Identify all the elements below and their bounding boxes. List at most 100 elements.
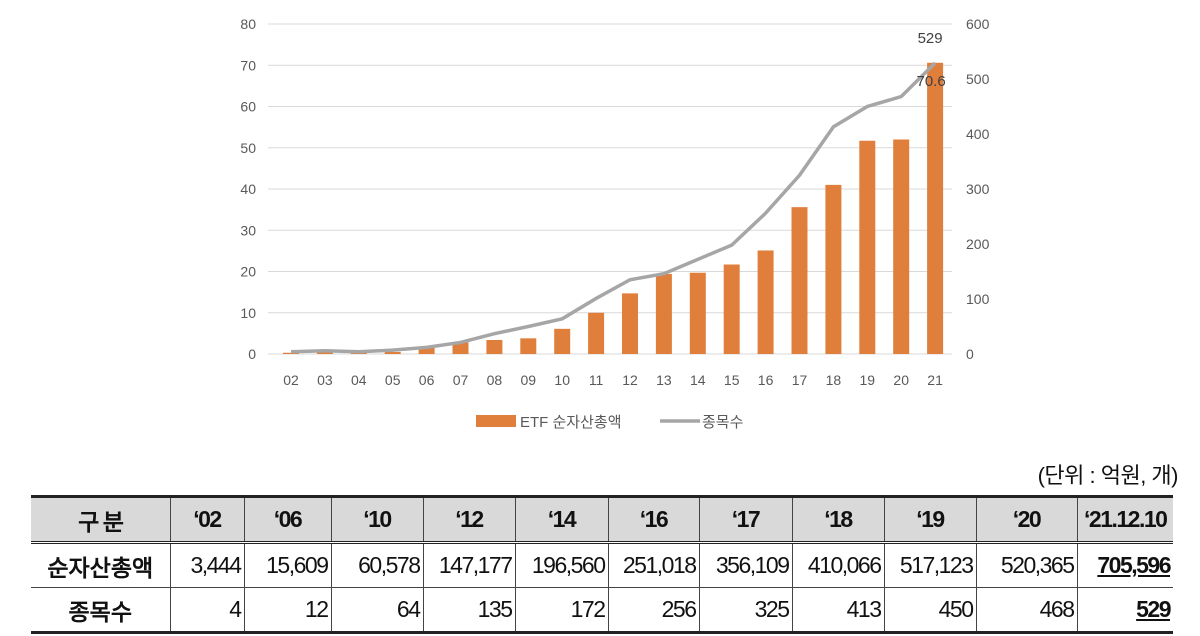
bar xyxy=(893,139,910,354)
x-tick: 16 xyxy=(758,372,774,388)
column-header: ‘18 xyxy=(791,496,885,544)
table-cell: 196,560 xyxy=(514,542,609,588)
y-right-tick: 100 xyxy=(966,291,990,307)
etf-table: 구 분 ‘02 ‘06 ‘10 ‘12 ‘14 ‘16 ‘17 ‘18 ‘19 ‘20 ‘21.12.… xyxy=(31,495,1173,634)
legend-label: ETF 순자산총액 xyxy=(520,414,622,431)
column-header: ‘14 xyxy=(514,496,609,544)
table-cell: 60,578 xyxy=(330,542,424,588)
x-tick: 04 xyxy=(351,372,367,388)
x-tick: 20 xyxy=(893,372,909,388)
bar xyxy=(757,250,774,354)
table-row: 종목수 4 12 64 135 172 256 325 413 450 468 529 xyxy=(31,587,1173,633)
y-right-tick: 0 xyxy=(966,346,974,362)
bar xyxy=(418,347,435,354)
table-cell: 410,066 xyxy=(791,542,885,588)
bar xyxy=(825,184,842,354)
column-header: ‘19 xyxy=(883,496,977,544)
bar xyxy=(384,351,401,354)
column-header: ‘16 xyxy=(607,496,700,544)
x-tick: 19 xyxy=(860,372,876,388)
table-cell: 251,018 xyxy=(607,542,700,588)
column-header: ‘02 xyxy=(169,496,245,544)
y-left-tick: 30 xyxy=(240,222,256,238)
column-header: ‘06 xyxy=(243,496,332,544)
y-right-tick: 600 xyxy=(966,16,990,32)
table-cell: 705,596 xyxy=(1076,542,1173,588)
y-right-tick: 200 xyxy=(966,236,990,252)
bar xyxy=(520,338,537,354)
table-cell: 413 xyxy=(791,587,885,633)
bar xyxy=(316,352,333,354)
table-cell: 15,609 xyxy=(243,542,332,588)
x-tick: 10 xyxy=(554,372,570,388)
table-cell: 256 xyxy=(607,587,700,633)
table-cell: 147,177 xyxy=(422,542,516,588)
bar xyxy=(791,207,808,354)
etf-chart: 0 10 20 30 40 50 60 70 80 0 100 200 300 400 500 600 02 03… xyxy=(240,16,990,431)
y-left-tick: 20 xyxy=(240,264,256,280)
table-cell: 325 xyxy=(698,587,793,633)
x-tick: 12 xyxy=(622,372,638,388)
x-tick: 18 xyxy=(826,372,842,388)
x-tick: 08 xyxy=(487,372,503,388)
x-tick: 13 xyxy=(656,372,672,388)
bar xyxy=(927,62,944,355)
bar xyxy=(588,312,605,354)
column-header: ‘20 xyxy=(975,496,1078,544)
table-cell: 356,109 xyxy=(698,542,793,588)
unit-note: (단위 : 억원, 개) xyxy=(1037,463,1179,488)
table-cell: 135 xyxy=(422,587,516,633)
column-header: ‘21.12.10 xyxy=(1076,496,1173,544)
bar xyxy=(622,293,638,354)
bar xyxy=(859,140,876,354)
header-label: 구 분 xyxy=(31,496,171,544)
column-header: ‘17 xyxy=(698,496,793,544)
bar xyxy=(486,339,503,354)
x-tick: 11 xyxy=(589,372,604,388)
table-row: 순자산총액 3,444 15,609 60,578 147,177 196,560 251,… xyxy=(31,542,1173,588)
table-cell: 64 xyxy=(330,587,424,633)
bar xyxy=(554,328,571,354)
y-left-tick: 50 xyxy=(240,140,256,156)
bar xyxy=(452,342,469,354)
y-left-tick: 70 xyxy=(240,57,256,73)
legend-bar-swatch xyxy=(476,415,516,427)
table-cell: 529 xyxy=(1076,587,1173,633)
x-tick: 05 xyxy=(385,372,401,388)
bar xyxy=(723,264,740,354)
table-cell: 172 xyxy=(514,587,609,633)
y-right-tick: 300 xyxy=(966,181,990,197)
x-tick: 09 xyxy=(521,372,537,388)
x-tick: 14 xyxy=(690,372,706,388)
column-header: ‘12 xyxy=(422,496,516,544)
table-cell: 468 xyxy=(975,587,1078,633)
y-right-tick: 400 xyxy=(966,126,990,142)
y-left-tick: 60 xyxy=(240,99,256,115)
y-left-tick: 0 xyxy=(248,346,256,362)
y-right-tick: 500 xyxy=(966,71,990,87)
x-tick: 15 xyxy=(724,372,740,388)
y-left-tick: 40 xyxy=(240,181,256,197)
line-data-label: 529 xyxy=(918,30,943,47)
column-header: ‘10 xyxy=(330,496,424,544)
table-cell: 12 xyxy=(243,587,332,633)
x-tick: 07 xyxy=(453,372,469,388)
y-left-tick: 10 xyxy=(240,305,256,321)
x-tick: 02 xyxy=(283,372,299,388)
table-cell: 4 xyxy=(169,587,245,633)
bar xyxy=(655,273,672,354)
y-left-tick: 80 xyxy=(240,16,256,32)
bar xyxy=(689,272,706,354)
table-cell: 517,123 xyxy=(883,542,977,588)
x-tick: 06 xyxy=(419,372,435,388)
bar xyxy=(283,352,299,354)
legend-label: 종목수 xyxy=(702,414,743,431)
table-cell: 3,444 xyxy=(169,542,245,588)
table-cell: 450 xyxy=(883,587,977,633)
x-tick: 03 xyxy=(317,372,333,388)
row-label: 종목수 xyxy=(31,587,171,633)
line-series xyxy=(290,61,937,354)
x-tick: 17 xyxy=(792,372,808,388)
row-label: 순자산총액 xyxy=(31,542,171,588)
x-tick: 21 xyxy=(927,372,943,388)
